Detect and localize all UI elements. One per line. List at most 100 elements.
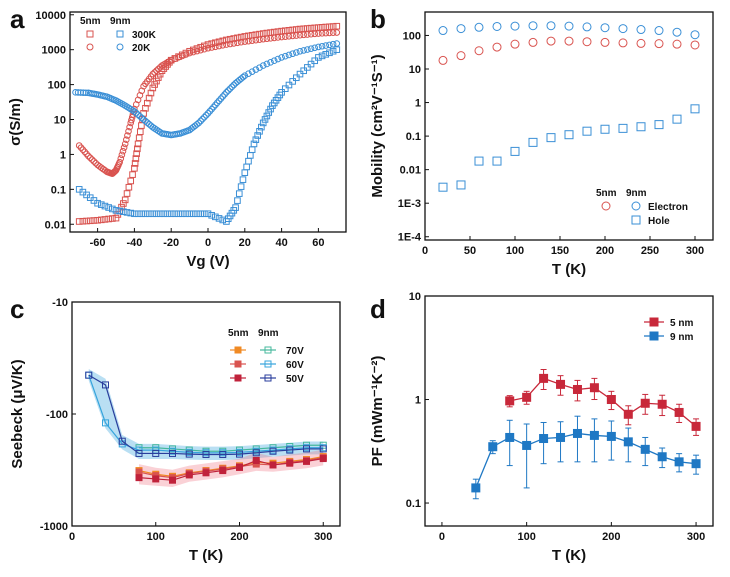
panel-a-point-5nm-300k <box>315 24 322 31</box>
panel-a-point-5nm-20k <box>304 31 311 38</box>
panel-a-point-9nm-20k <box>274 55 282 63</box>
panel-a-legend-marker-5nm-300K <box>86 30 94 38</box>
panel-c-point-9nm-50v <box>286 446 294 454</box>
panel-b-point-9nm-hole <box>492 156 502 166</box>
panel-a-legend-marker-5nm-20K <box>86 43 94 51</box>
panel-a-point-9nm-20k <box>300 47 307 54</box>
panel-a-point-9nm-20k <box>230 81 238 89</box>
panel-a-point-5nm-20k <box>256 36 263 43</box>
panel-a-point-5nm-20k <box>167 56 175 64</box>
panel-a-point-5nm-20k <box>186 49 193 57</box>
panel-b-x-tick-label: 250 <box>641 245 659 257</box>
panel-a-point-5nm-300k <box>197 43 204 51</box>
panel-b-x-tick-label: 100 <box>506 245 524 257</box>
panel-a-point-5nm-300k <box>114 211 122 218</box>
panel-b-point-9nm-electron <box>564 21 574 31</box>
panel-a-point-5nm-300k <box>145 94 153 102</box>
panel-a-point-5nm-300k <box>136 128 144 135</box>
panel-d-y-tick-label: 10 <box>409 291 421 303</box>
panel-d-point-5-nm <box>640 398 650 408</box>
panel-a-point-5nm-20k <box>300 31 307 39</box>
panel-b-point-5nm-electron <box>456 51 466 61</box>
panel-a-point-9nm-20k <box>270 57 278 64</box>
panel-a-point-9nm-20k <box>267 59 274 66</box>
panel-a-point-5nm-20k <box>178 52 186 60</box>
panel-a-point-9nm-20k <box>217 95 225 102</box>
panel-a-point-9nm-300k <box>259 119 267 127</box>
panel-c-legend-label: 50V <box>286 374 304 385</box>
panel-a-point-9nm-20k <box>199 115 206 123</box>
panel-a-x-tick-label: 0 <box>205 237 211 249</box>
panel-b-point-9nm-hole <box>636 122 646 132</box>
panel-a-point-5nm-300k <box>230 35 238 42</box>
panel-a-y-tick-label: 10000 <box>35 10 66 22</box>
panel-a-point-5nm-300k <box>105 215 112 223</box>
panel-d-point-5-nm <box>623 409 633 419</box>
panel-a-point-5nm-20k <box>120 144 128 151</box>
panel-a-point-9nm-20k <box>228 83 236 91</box>
panel-a-point-5nm-20k <box>201 45 208 53</box>
panel-a-point-5nm-300k <box>101 216 109 223</box>
panel-a-point-9nm-20k <box>307 45 315 52</box>
panel-a-point-9nm-300k <box>322 51 330 58</box>
panel-a-point-5nm-300k <box>329 23 337 30</box>
panel-d-point-9-nm <box>657 452 667 462</box>
panel-a-point-5nm-300k <box>155 74 162 81</box>
panel-c-y-tick-label: -1000 <box>40 521 68 533</box>
panel-a-point-9nm-20k <box>131 108 138 115</box>
panel-a-point-5nm-20k <box>77 144 85 151</box>
panel-a-point-9nm-300k <box>182 210 190 218</box>
panel-a-point-9nm-20k <box>224 87 232 94</box>
panel-a-point-9nm-300k <box>134 210 142 218</box>
panel-a-point-9nm-300k <box>261 116 269 123</box>
panel-a-point-9nm-20k <box>210 103 217 111</box>
panel-c-legend-label: 60V <box>286 360 304 371</box>
panel-a-point-5nm-300k <box>307 24 315 32</box>
panel-c-point-9nm-50v <box>219 451 227 459</box>
panel-a-point-5nm-20k <box>270 34 278 42</box>
panel-d-point-9-nm <box>471 483 481 493</box>
panel-c-point-9nm-50v <box>102 381 109 389</box>
panel-c-legend-marker-5nm <box>234 346 242 354</box>
panel-a-y-tick-label: 10 <box>54 115 66 127</box>
panel-a-point-9nm-20k <box>204 110 212 117</box>
panel-b-point-5nm-electron <box>636 38 646 48</box>
panel-a-point-9nm-300k <box>315 54 322 61</box>
panel-a-point-9nm-300k <box>204 210 212 218</box>
panel-a-point-9nm-20k <box>333 40 341 47</box>
panel-a-point-5nm-300k <box>138 122 145 129</box>
panel-a-point-9nm-20k <box>215 97 223 105</box>
panel-c-legend-label: 70V <box>286 346 304 357</box>
panel-a-point-9nm-300k <box>241 169 249 176</box>
panel-c-seebeck-chart: 0 100 200 300 -10 -100 -1000 T (K) Seebeck (μV/K… <box>9 297 341 564</box>
panel-c-point-5nm-50v <box>236 463 243 471</box>
panel-c-point-5nm-50v <box>169 476 176 484</box>
panel-a-point-9nm-20k <box>201 113 208 121</box>
panel-d-point-5-nm <box>674 407 684 417</box>
panel-a-point-5nm-20k <box>322 29 330 37</box>
panel-a-point-9nm-300k <box>167 210 175 218</box>
panel-a-point-5nm-300k <box>149 84 157 92</box>
panel-a-point-9nm-300k <box>112 207 120 214</box>
panel-a-point-9nm-300k <box>256 128 263 135</box>
panel-a-point-5nm-20k <box>79 146 87 154</box>
panel-a-point-9nm-20k <box>213 99 221 107</box>
panel-b-point-9nm-electron <box>636 25 646 35</box>
panel-a-point-5nm-300k <box>129 171 136 178</box>
panel-a-point-9nm-300k <box>138 210 146 218</box>
panel-a-point-9nm-300k <box>175 210 182 218</box>
panel-a-point-9nm-300k <box>285 81 293 89</box>
panel-b-point-9nm-hole <box>672 114 682 124</box>
panel-a-point-5nm-20k <box>125 128 132 135</box>
panel-a-point-9nm-300k <box>281 85 289 92</box>
panel-b-x-tick-label: 200 <box>596 245 614 257</box>
panel-a-point-9nm-20k <box>329 40 337 48</box>
panel-d-x-tick-label: 0 <box>439 531 445 543</box>
panel-a-point-5nm-300k <box>215 38 223 46</box>
panel-a-point-5nm-20k <box>329 29 337 37</box>
panel-c-legend-marker-5nm <box>234 374 242 382</box>
panel-c-point-9nm-50v <box>118 437 126 445</box>
panel-b-legend-marker-5nm-electron <box>601 201 611 211</box>
panel-a-point-9nm-20k <box>293 49 300 56</box>
panel-b-point-5nm-electron <box>654 39 664 49</box>
